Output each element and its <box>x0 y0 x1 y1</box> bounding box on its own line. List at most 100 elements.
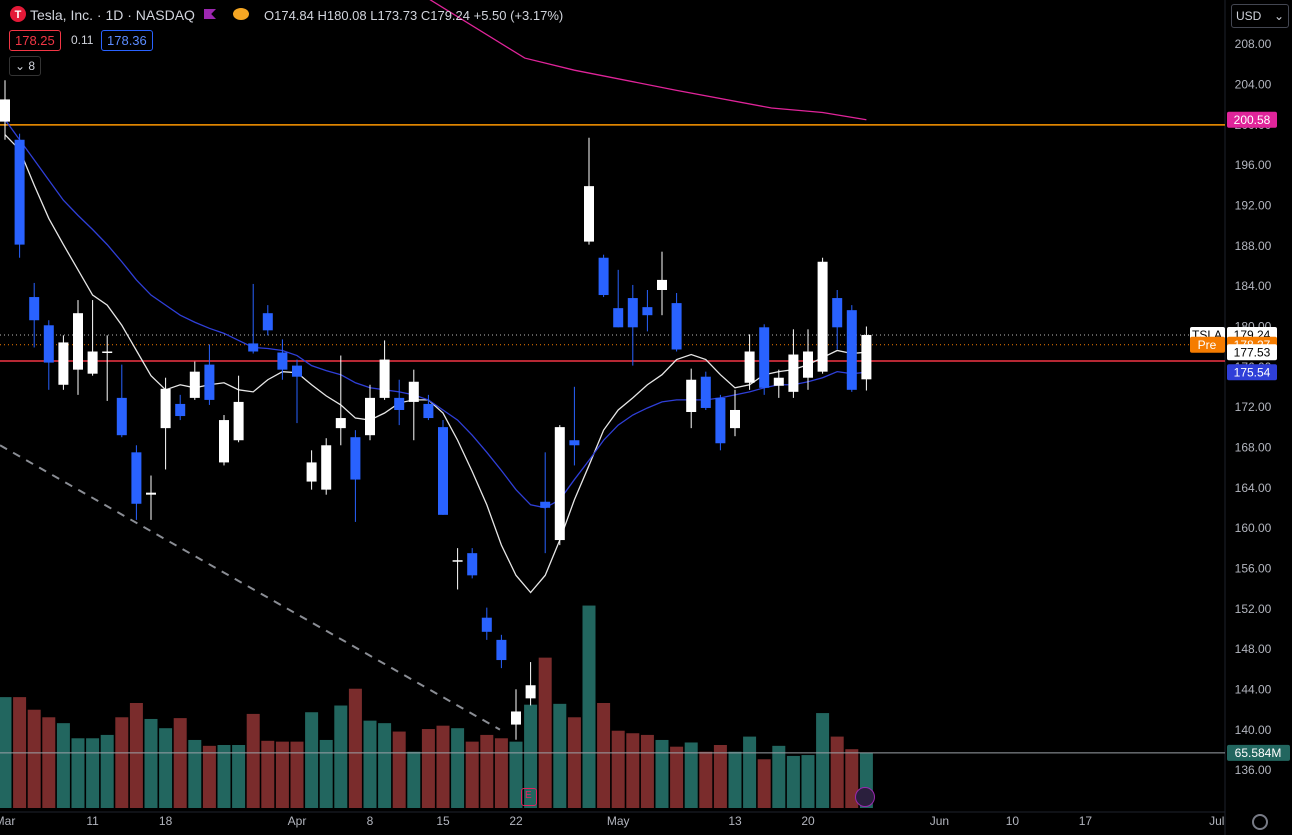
candle-body <box>656 279 667 290</box>
x-tick-label: Jul <box>1209 814 1224 828</box>
volume-bar <box>319 739 333 808</box>
candle-body <box>189 371 200 398</box>
ma-value-label: 175.54 <box>1234 365 1271 379</box>
x-tick-label: 13 <box>728 814 742 828</box>
x-tick-label: 11 <box>86 814 99 828</box>
candle-body <box>817 261 828 372</box>
currency-select[interactable]: USD ⌄ <box>1231 4 1289 28</box>
y-tick-label: 164.00 <box>1235 481 1272 495</box>
candle-body <box>204 364 215 400</box>
bid[interactable]: 178.25 <box>9 30 61 51</box>
settings-icon[interactable] <box>1252 814 1268 830</box>
y-tick-label: 160.00 <box>1235 521 1272 535</box>
candle-body <box>218 420 229 463</box>
volume-bar <box>524 704 538 808</box>
volume-bar <box>232 745 246 808</box>
volume-bar <box>816 713 830 808</box>
x-tick-label: 17 <box>1079 814 1093 828</box>
volume-bar <box>830 736 844 808</box>
volume-bar <box>421 729 435 808</box>
logo: T <box>10 6 26 25</box>
candle-body <box>846 310 857 390</box>
volume-bar <box>129 703 143 808</box>
y-tick-label: 168.00 <box>1235 440 1272 454</box>
volume-bar <box>392 731 406 808</box>
volume-bar <box>553 703 567 808</box>
candle-body <box>802 351 813 378</box>
candle-body <box>510 711 521 725</box>
y-tick-label: 156.00 <box>1235 561 1272 575</box>
y-tick-label: 152.00 <box>1235 602 1272 616</box>
event-icon[interactable] <box>855 787 875 807</box>
premarket-label-tag-bg <box>1190 336 1225 353</box>
volume-bar <box>567 717 581 808</box>
volume-bar <box>684 742 698 808</box>
x-tick-label: 22 <box>509 814 523 828</box>
x-tick-label: May <box>607 814 630 828</box>
symbol-title[interactable]: Tesla, Inc. · 1D · NASDAQ <box>30 7 195 23</box>
x-tick-label: Apr <box>288 814 307 828</box>
volume-bar <box>436 725 450 808</box>
candle-body <box>861 334 872 380</box>
candle-body <box>248 343 259 352</box>
volume-label-bg <box>1227 744 1290 761</box>
candle-body <box>613 308 624 328</box>
volume-bar <box>509 741 523 808</box>
volume-bar <box>728 751 742 808</box>
y-tick-label: 140.00 <box>1235 723 1272 737</box>
y-tick-label: 196.00 <box>1235 158 1272 172</box>
volume-bar <box>305 712 319 808</box>
volume-bar <box>494 738 508 808</box>
spread: 0.11 <box>71 33 94 47</box>
x-tick-label: 15 <box>436 814 450 828</box>
volume-bar <box>670 746 684 808</box>
volume-bar <box>217 745 231 808</box>
candle-body <box>773 377 784 386</box>
y-tick-label: 208.00 <box>1235 37 1272 51</box>
candle-body <box>262 313 273 331</box>
candle-body <box>481 617 492 632</box>
x-tick-label: Mar <box>0 814 15 828</box>
volume-bar <box>713 745 727 808</box>
indicators-toggle[interactable]: ⌄ 8 <box>9 56 42 76</box>
volume-bar <box>582 605 596 808</box>
y-tick-label: 204.00 <box>1235 77 1272 91</box>
ma-value-label-bg <box>1227 111 1277 128</box>
candle-body <box>671 303 682 350</box>
candle-body <box>350 437 361 480</box>
candle-body <box>583 186 594 242</box>
x-tick-label: 10 <box>1006 814 1020 828</box>
volume-bar <box>290 741 304 808</box>
candle-body <box>598 257 609 296</box>
candle-body <box>715 397 726 444</box>
flag[interactable] <box>204 9 216 19</box>
candle-body <box>0 99 11 122</box>
ask[interactable]: 178.36 <box>101 30 153 51</box>
x-tick-label: Jun <box>930 814 949 828</box>
trendline <box>0 444 501 731</box>
volume-bar <box>640 734 654 808</box>
candle-body <box>29 297 40 321</box>
candle-body <box>291 365 302 377</box>
candle-body <box>467 553 478 576</box>
volume-bar <box>334 705 348 808</box>
candle-body <box>58 342 69 385</box>
y-tick-label: 172.00 <box>1235 400 1272 414</box>
candle-body <box>102 351 113 354</box>
candle-body <box>700 376 711 408</box>
volume-bar <box>538 657 552 808</box>
volume-bar <box>451 728 465 808</box>
volume-label: 65.584M <box>1235 746 1282 760</box>
candle-body <box>335 418 346 429</box>
volume-bar <box>465 741 479 808</box>
earnings-icon[interactable]: E <box>521 788 537 806</box>
volume-bar <box>363 720 377 808</box>
candle-body <box>423 403 434 419</box>
volume-bar <box>173 718 187 808</box>
candle-body <box>306 462 317 482</box>
candle-body <box>569 440 580 446</box>
market-status[interactable] <box>233 8 249 20</box>
candle-body <box>554 427 565 541</box>
